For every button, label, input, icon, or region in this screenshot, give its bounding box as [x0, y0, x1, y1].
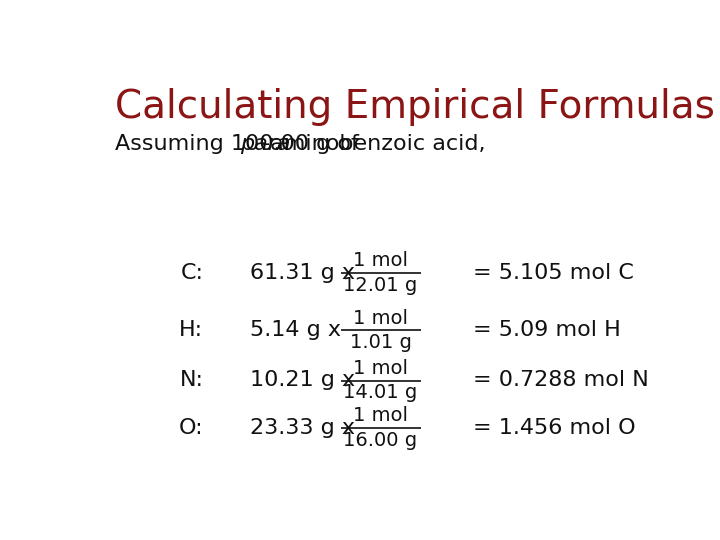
Text: Calculating Empirical Formulas: Calculating Empirical Formulas: [115, 88, 715, 126]
Text: 61.31 g x: 61.31 g x: [250, 262, 355, 283]
Text: = 1.456 mol O: = 1.456 mol O: [473, 418, 636, 438]
Text: = 5.09 mol H: = 5.09 mol H: [473, 320, 621, 340]
Text: Assuming 100.00 g of: Assuming 100.00 g of: [115, 134, 366, 154]
Text: = 5.105 mol C: = 5.105 mol C: [473, 262, 634, 283]
Text: 1.01 g: 1.01 g: [350, 333, 412, 352]
Text: para: para: [240, 134, 290, 154]
Text: -aminobenzoic acid,: -aminobenzoic acid,: [262, 134, 485, 154]
Text: 1 mol: 1 mol: [353, 251, 408, 270]
Text: 12.01 g: 12.01 g: [343, 275, 418, 294]
Text: = 0.7288 mol N: = 0.7288 mol N: [473, 370, 649, 390]
Text: C:: C:: [181, 262, 204, 283]
Text: 1 mol: 1 mol: [353, 309, 408, 328]
Text: 1 mol: 1 mol: [353, 359, 408, 377]
Text: N:: N:: [179, 370, 204, 390]
Text: 16.00 g: 16.00 g: [343, 431, 418, 450]
Text: H:: H:: [179, 320, 204, 340]
Text: 23.33 g x: 23.33 g x: [250, 418, 355, 438]
Text: 10.21 g x: 10.21 g x: [250, 370, 355, 390]
Text: O:: O:: [179, 418, 204, 438]
Text: 5.14 g x: 5.14 g x: [250, 320, 341, 340]
Text: 14.01 g: 14.01 g: [343, 383, 418, 402]
Text: 1 mol: 1 mol: [353, 407, 408, 426]
